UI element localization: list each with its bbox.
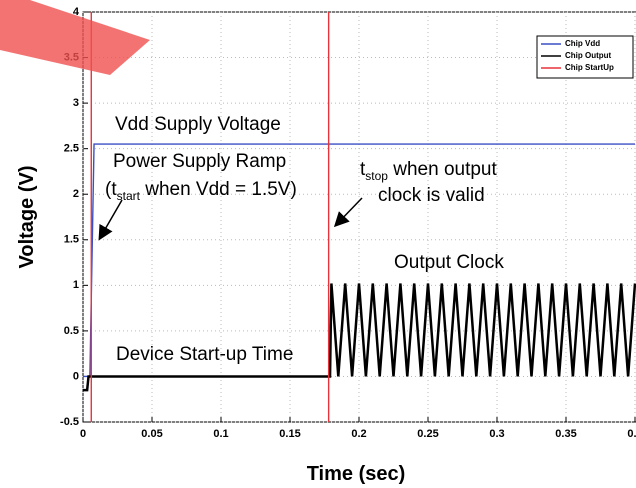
series-line (90, 12, 330, 422)
annotation: Device Start-up Time (116, 344, 293, 365)
legend-box (536, 35, 634, 79)
annotation-part: when Vdd = 1.5V) (140, 179, 297, 200)
y-tick-label: 4 (73, 6, 80, 18)
annotation: clock is valid (378, 185, 485, 206)
x-tick-label: 0.15 (279, 428, 300, 440)
legend-label: Chip Vdd (565, 39, 600, 48)
y-tick-label: 2.5 (64, 143, 79, 155)
legend-label: Chip StartUp (565, 63, 614, 72)
y-tick-label: 0.5 (64, 325, 79, 337)
annotation: Vdd Supply Voltage (115, 114, 281, 135)
annotation-part: clock is valid (378, 185, 485, 206)
x-tick-label: 0.3 (489, 428, 504, 440)
annotation-part: Output Clock (394, 252, 504, 273)
annotation-part: Vdd Supply Voltage (115, 114, 281, 135)
legend-label: Chip Output (565, 51, 612, 60)
y-tick-label: -0.5 (60, 416, 79, 428)
annotation: (tstart when Vdd = 1.5V) (105, 179, 297, 203)
x-axis-label: Time (sec) (307, 463, 406, 485)
annotation-part: Power Supply Ramp (113, 151, 286, 172)
annotation-part: stop (365, 169, 388, 183)
annotation: tstop when output (360, 159, 497, 183)
annotation: Output Clock (394, 252, 504, 273)
annotation-part: when output (388, 159, 498, 180)
arrow (98, 199, 123, 241)
x-tick-label: 0.2 (351, 428, 366, 440)
x-tick-label: 0.25 (417, 428, 438, 440)
y-tick-label: 1 (73, 279, 79, 291)
x-tick-label: 0.1 (213, 428, 228, 440)
arrow (333, 197, 363, 228)
x-tick-label: 0 (80, 428, 86, 440)
x-tick-label: 0.05 (141, 428, 162, 440)
decor-arrow (0, 0, 150, 75)
series-line (83, 283, 636, 392)
annotation-part: (t (105, 179, 117, 200)
y-tick-label: 2 (73, 188, 79, 200)
y-tick-label: 3 (73, 97, 79, 109)
y-axis-label: Voltage (V) (16, 166, 38, 269)
x-tick-label: 0.4 (627, 428, 636, 440)
annotation-part: start (117, 189, 141, 203)
y-tick-label: 0 (73, 370, 79, 382)
y-tick-label: 1.5 (64, 234, 79, 246)
annotation: Power Supply Ramp (113, 151, 286, 172)
annotation-part: Device Start-up Time (116, 344, 293, 365)
annotation-part: t (360, 159, 366, 180)
x-tick-label: 0.35 (555, 428, 576, 440)
